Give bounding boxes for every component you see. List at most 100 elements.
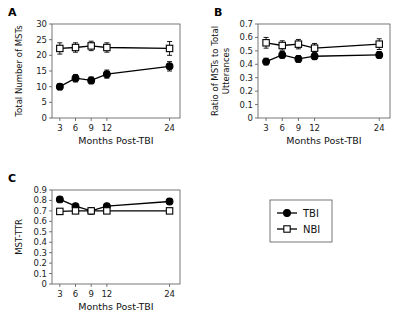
marker — [88, 207, 95, 214]
y-tick — [49, 273, 52, 274]
y-tick — [255, 64, 258, 65]
marker — [57, 208, 63, 214]
x-tick-label: 24 — [164, 123, 175, 133]
y-tick — [255, 104, 258, 105]
y-tick — [255, 50, 258, 51]
y-tick-label: 0.8 — [33, 195, 47, 205]
error-bar — [167, 42, 172, 56]
y-tick — [255, 37, 258, 38]
y-tick — [49, 284, 52, 285]
marker — [166, 45, 172, 51]
y-tick — [49, 200, 52, 201]
x-tick — [75, 284, 76, 287]
y-axis-label-line: Ratio of MSTs to Total — [210, 26, 220, 116]
y-tick-label: 10 — [36, 82, 47, 92]
x-tick — [314, 118, 315, 121]
error-bar — [296, 56, 301, 63]
marker — [263, 58, 270, 65]
marker — [104, 208, 110, 214]
marker — [88, 43, 94, 49]
x-tick-label: 12 — [101, 289, 112, 299]
panel: 00.10.20.30.40.50.60.70.80.93691224Month… — [8, 172, 180, 312]
y-tick — [255, 91, 258, 92]
y-tick-label: 5 — [42, 97, 47, 107]
error-bar — [89, 77, 94, 84]
y-tick — [49, 190, 52, 191]
plot-frame — [258, 24, 390, 118]
x-tick-label: 6 — [280, 123, 285, 133]
x-tick — [169, 284, 170, 287]
y-axis-label-line: Total Number of MSTs — [14, 25, 24, 118]
legend-frame — [270, 200, 332, 242]
error-bar — [280, 52, 285, 59]
error-bar — [377, 52, 382, 59]
data-area — [56, 41, 173, 90]
y-tick-label: 0.2 — [33, 258, 47, 268]
marker — [311, 53, 318, 60]
x-tick-label: 24 — [164, 289, 175, 299]
marker — [57, 45, 63, 51]
y-tick — [49, 86, 52, 87]
y-axis-label-line: Utterances — [221, 47, 231, 94]
error-bar — [264, 37, 269, 48]
marker — [295, 41, 301, 47]
x-axis-label: Months Post-TBI — [78, 301, 153, 312]
x-axis-label: Months Post-TBI — [78, 135, 153, 146]
data-area — [56, 196, 173, 215]
marker — [295, 56, 302, 63]
figure: 0510152025303691224Months Post-TBITotal … — [0, 0, 400, 333]
panel: 0510152025303691224Months Post-TBITotal … — [8, 6, 180, 146]
y-tick-label: 0.7 — [239, 19, 253, 29]
x-tick — [106, 284, 107, 287]
x-tick — [169, 118, 170, 121]
marker — [311, 45, 317, 51]
y-tick-label: 0.1 — [33, 269, 47, 279]
y-tick-label: 25 — [36, 35, 47, 45]
marker — [166, 63, 173, 70]
y-tick-label: 0.6 — [33, 216, 47, 226]
x-tick — [75, 118, 76, 121]
x-axis-label: Months Post-TBI — [286, 135, 361, 146]
plot-frame — [52, 24, 180, 118]
error-bar — [104, 43, 109, 52]
marker — [166, 198, 173, 205]
x-tick — [379, 118, 380, 121]
y-tick — [49, 39, 52, 40]
error-bar — [296, 39, 301, 48]
marker — [376, 51, 383, 58]
y-tick-label: 30 — [36, 19, 47, 29]
y-axis-label: MST-TTR — [14, 219, 24, 255]
legend-marker — [284, 210, 291, 217]
x-tick-label: 3 — [263, 123, 268, 133]
x-tick — [106, 118, 107, 121]
y-tick — [255, 24, 258, 25]
error-bar — [73, 74, 78, 82]
y-tick — [49, 102, 52, 103]
error-bar — [73, 43, 78, 52]
x-tick-label: 6 — [73, 289, 78, 299]
marker — [56, 83, 63, 90]
series-line — [266, 43, 379, 48]
y-tick — [49, 55, 52, 56]
x-tick-label: 9 — [88, 289, 93, 299]
marker — [88, 77, 95, 84]
plot-frame — [52, 190, 180, 284]
data-area — [263, 37, 383, 65]
x-tick — [91, 284, 92, 287]
error-bar — [104, 70, 109, 78]
x-tick-label: 3 — [57, 289, 62, 299]
y-tick-label: 0 — [248, 113, 253, 123]
error-bar — [89, 41, 94, 50]
x-tick — [282, 118, 283, 121]
y-tick-label: 0.7 — [33, 206, 47, 216]
panel: 00.10.20.30.40.50.60.73691224Months Post… — [210, 6, 390, 146]
marker — [279, 51, 286, 58]
error-bar — [280, 41, 285, 50]
y-tick-label: 20 — [36, 50, 47, 60]
y-tick — [49, 118, 52, 119]
error-bar — [167, 62, 172, 71]
marker — [263, 40, 269, 46]
marker — [104, 44, 110, 50]
marker — [72, 44, 78, 50]
marker — [166, 208, 172, 214]
